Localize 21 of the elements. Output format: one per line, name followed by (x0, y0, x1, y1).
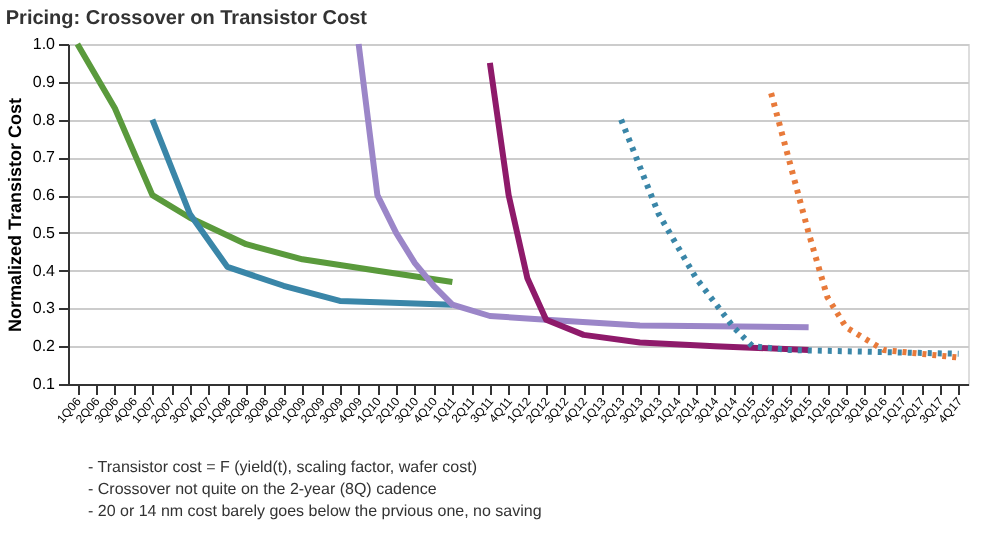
y-tick-label: 0.4 (32, 261, 57, 280)
y-tick-label: 0.1 (32, 375, 57, 393)
y-tick-label: 1.0 (32, 35, 57, 53)
line-series (149, 116, 456, 308)
text: - Crossover not quite on the 2-year (8Q) cadence (88, 480, 438, 498)
y-tick-label: 0.2 (32, 337, 57, 356)
y-tick-label: 0.5 (32, 223, 57, 242)
y-tick-label: 0.8 (32, 110, 57, 129)
text: - 20 or 14 nm cost barely goes below the prvious one, no saving (88, 502, 542, 520)
line-series (486, 59, 812, 353)
chart-title: Pricing: Crossover on Transistor Cost (5, 8, 369, 30)
line-series (74, 41, 456, 285)
line-series (768, 90, 962, 361)
y-tick-label: 0.7 (32, 148, 57, 167)
y-tick-label: 0.3 (32, 299, 57, 318)
line-series (618, 116, 962, 357)
line-series (355, 41, 812, 331)
y-tick-label: 0.6 (32, 186, 57, 205)
text: - Transistor cost = F (yield(t), scaling factor, wafer cost) (88, 458, 478, 476)
y-tick-label: 0.9 (32, 72, 57, 91)
y-axis-title: Normalized Transistor Cost (4, 97, 25, 333)
